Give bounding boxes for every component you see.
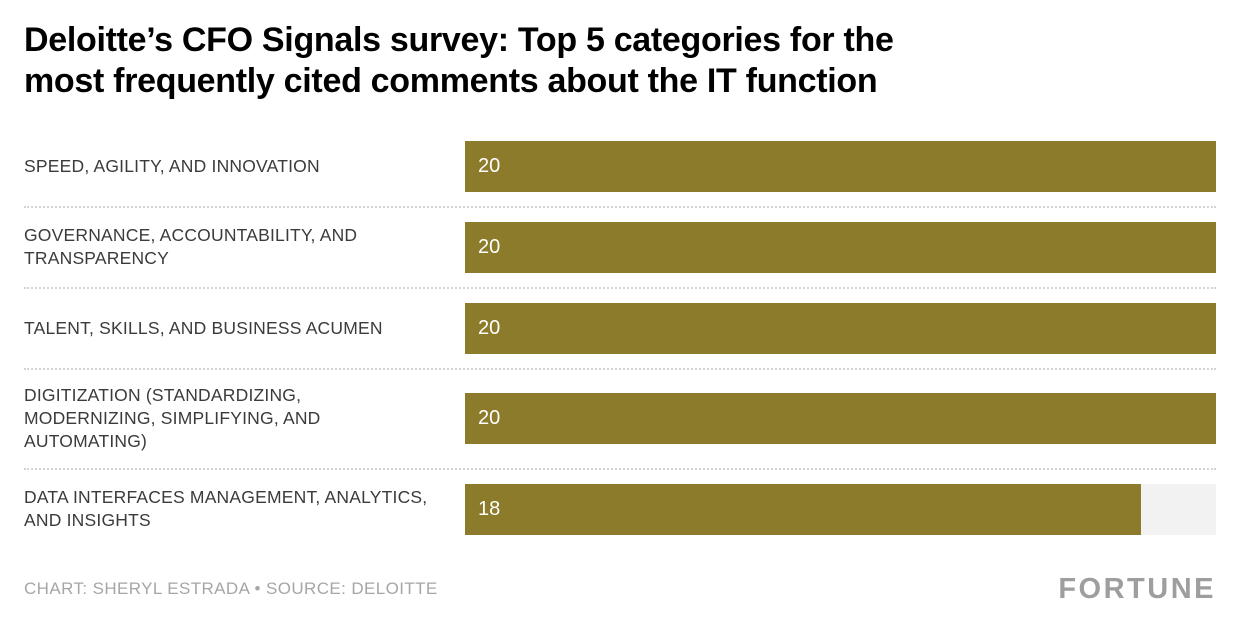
- chart-footer: CHART: SHERYL ESTRADA • SOURCE: DELOITTE…: [24, 573, 1216, 606]
- bar-track: 20: [465, 221, 1216, 273]
- category-label: TALENT, SKILLS, AND BUSINESS ACUMEN: [24, 317, 383, 338]
- chart-row: SPEED, AGILITY, AND INNOVATION 20: [24, 127, 1216, 206]
- bar-value-label: 20: [478, 407, 501, 430]
- category-label: DIGITIZATION (STANDARDIZING, MODERNIZING…: [24, 384, 321, 452]
- bar-value-label: 20: [478, 154, 501, 177]
- bar-track: 20: [465, 140, 1216, 192]
- bar: 20: [465, 140, 1216, 192]
- chart-row: GOVERNANCE, ACCOUNTABILITY, AND TRANSPAR…: [24, 205, 1216, 287]
- category-label: GOVERNANCE, ACCOUNTABILITY, AND TRANSPAR…: [24, 225, 358, 269]
- chart-row: DATA INTERFACES MANAGEMENT, ANALYTICS, A…: [24, 467, 1216, 549]
- bar: 20: [465, 302, 1216, 354]
- footer-credit: CHART: SHERYL ESTRADA • SOURCE: DELOITTE: [24, 579, 438, 599]
- chart-row: DIGITIZATION (STANDARDIZING, MODERNIZING…: [24, 367, 1216, 468]
- bar: 20: [465, 221, 1216, 273]
- bar-value-label: 20: [478, 316, 501, 339]
- bar-value-label: 20: [478, 235, 501, 258]
- bar: 20: [465, 393, 1216, 445]
- bar-track: 18: [465, 483, 1216, 535]
- chart-title: Deloitte’s CFO Signals survey: Top 5 cat…: [24, 20, 1216, 103]
- chart-title-line1: Deloitte’s CFO Signals survey: Top 5 cat…: [24, 21, 894, 59]
- bar-track: 20: [465, 302, 1216, 354]
- category-label: DATA INTERFACES MANAGEMENT, ANALYTICS, A…: [24, 486, 428, 531]
- chart-title-line2: most frequently cited comments about the…: [24, 62, 878, 101]
- bar: 18: [465, 483, 1141, 535]
- bar-chart: SPEED, AGILITY, AND INNOVATION 20 GOVERNAN…: [24, 127, 1216, 549]
- fortune-logo: FORTUNE: [1058, 572, 1216, 605]
- category-label: SPEED, AGILITY, AND INNOVATION: [24, 155, 320, 176]
- bar-track: 20: [465, 393, 1216, 445]
- chart-row: TALENT, SKILLS, AND BUSINESS ACUMEN 20: [24, 286, 1216, 368]
- bar-value-label: 18: [478, 497, 501, 520]
